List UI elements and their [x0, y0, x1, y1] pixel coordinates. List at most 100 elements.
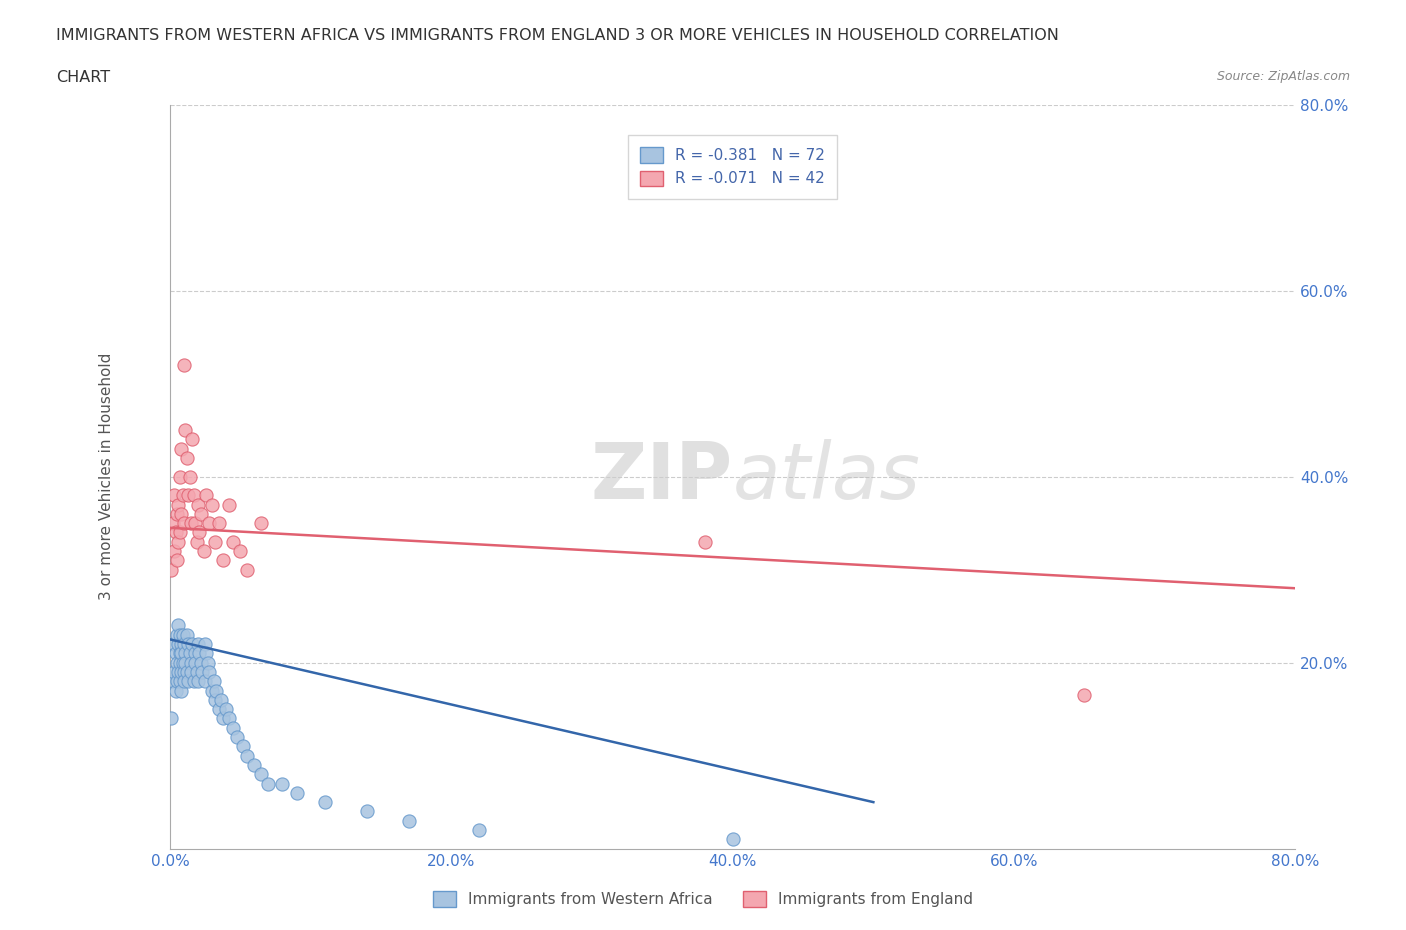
Point — [188, 525, 211, 540]
Point — [177, 488, 200, 503]
Point — [257, 777, 280, 791]
Point — [179, 646, 201, 661]
Point — [173, 358, 195, 373]
Point — [169, 646, 191, 661]
Point — [190, 656, 212, 671]
Point — [218, 711, 240, 726]
Point — [166, 656, 188, 671]
Point — [197, 656, 219, 671]
Point — [177, 674, 200, 689]
Point — [173, 665, 195, 680]
Point — [721, 832, 744, 847]
Y-axis label: 3 or more Vehicles in Household: 3 or more Vehicles in Household — [100, 353, 114, 601]
Point — [229, 544, 252, 559]
Point — [190, 507, 212, 522]
Point — [198, 665, 221, 680]
Point — [174, 423, 197, 438]
Point — [183, 488, 205, 503]
Point — [250, 516, 273, 531]
Point — [163, 544, 186, 559]
Point — [187, 498, 209, 512]
Point — [194, 674, 217, 689]
Point — [285, 786, 308, 801]
Point — [172, 488, 194, 503]
Point — [1073, 688, 1095, 703]
Point — [165, 646, 187, 661]
Text: atlas: atlas — [733, 439, 921, 514]
Point — [236, 563, 259, 578]
Point — [169, 525, 191, 540]
Point — [186, 665, 208, 680]
Point — [218, 498, 240, 512]
Point — [215, 702, 238, 717]
Point — [195, 488, 218, 503]
Point — [243, 758, 266, 773]
Point — [187, 674, 209, 689]
Point — [177, 637, 200, 652]
Point — [173, 516, 195, 531]
Text: Source: ZipAtlas.com: Source: ZipAtlas.com — [1216, 70, 1350, 83]
Point — [166, 507, 188, 522]
Point — [162, 516, 184, 531]
Point — [180, 516, 202, 531]
Point — [204, 535, 226, 550]
Legend: R = -0.381   N = 72, R = -0.071   N = 42: R = -0.381 N = 72, R = -0.071 N = 42 — [628, 135, 838, 199]
Point — [181, 637, 204, 652]
Point — [166, 674, 188, 689]
Point — [169, 628, 191, 643]
Point — [167, 618, 190, 633]
Point — [201, 498, 224, 512]
Point — [165, 525, 187, 540]
Point — [166, 628, 188, 643]
Point — [165, 684, 187, 698]
Point — [209, 693, 232, 708]
Point — [204, 693, 226, 708]
Text: CHART: CHART — [56, 70, 110, 85]
Point — [170, 646, 193, 661]
Point — [193, 544, 215, 559]
Point — [169, 674, 191, 689]
Point — [160, 563, 183, 578]
Point — [202, 674, 225, 689]
Point — [160, 711, 183, 726]
Point — [212, 711, 235, 726]
Point — [163, 637, 186, 652]
Point — [176, 628, 198, 643]
Text: ZIP: ZIP — [591, 439, 733, 514]
Point — [222, 721, 245, 736]
Point — [163, 488, 186, 503]
Point — [198, 516, 221, 531]
Point — [170, 637, 193, 652]
Point — [174, 646, 197, 661]
Point — [191, 665, 214, 680]
Point — [232, 739, 254, 754]
Point — [184, 656, 207, 671]
Point — [194, 637, 217, 652]
Point — [222, 535, 245, 550]
Point — [271, 777, 294, 791]
Point — [167, 535, 190, 550]
Point — [176, 665, 198, 680]
Point — [179, 470, 201, 485]
Point — [184, 516, 207, 531]
Point — [187, 637, 209, 652]
Point — [188, 646, 211, 661]
Point — [174, 656, 197, 671]
Point — [170, 684, 193, 698]
Point — [167, 498, 190, 512]
Point — [166, 553, 188, 568]
Point — [314, 795, 336, 810]
Point — [205, 684, 228, 698]
Point — [212, 553, 235, 568]
Point — [173, 637, 195, 652]
Point — [163, 665, 186, 680]
Point — [226, 730, 249, 745]
Point — [169, 470, 191, 485]
Point — [201, 684, 224, 698]
Point — [176, 451, 198, 466]
Point — [250, 767, 273, 782]
Point — [181, 432, 204, 447]
Point — [170, 665, 193, 680]
Point — [172, 628, 194, 643]
Text: IMMIGRANTS FROM WESTERN AFRICA VS IMMIGRANTS FROM ENGLAND 3 OR MORE VEHICLES IN : IMMIGRANTS FROM WESTERN AFRICA VS IMMIGR… — [56, 28, 1059, 43]
